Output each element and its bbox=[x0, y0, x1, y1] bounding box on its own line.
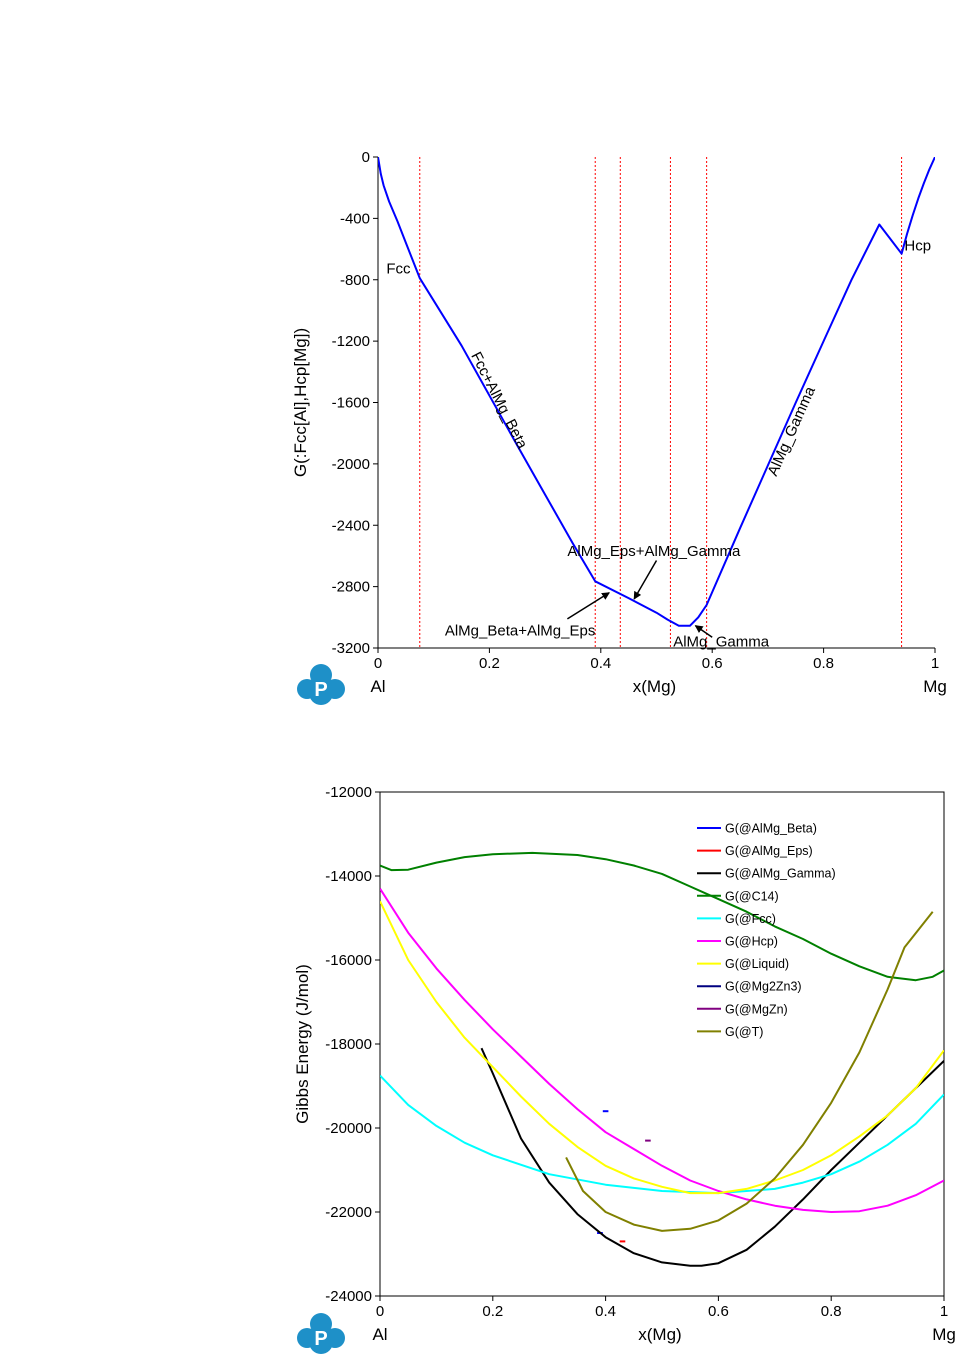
x-tick-label: 0.6 bbox=[708, 1303, 729, 1320]
logo-top: P bbox=[297, 664, 345, 705]
y-tick-label: 0 bbox=[362, 149, 370, 166]
series-line bbox=[380, 888, 944, 1213]
x-tick-label: 0.8 bbox=[813, 655, 834, 672]
x-tick-label: 0.4 bbox=[590, 655, 611, 672]
x-tick-label: 0.2 bbox=[482, 1303, 503, 1320]
svg-text:P: P bbox=[314, 1328, 327, 1350]
region-label: Hcp bbox=[904, 238, 931, 255]
legend-label: G(@Fcc) bbox=[725, 912, 776, 926]
legend-label: G(@MgZn) bbox=[725, 1002, 788, 1016]
plot-frame bbox=[379, 791, 945, 1297]
legend: G(@AlMg_Beta) G(@AlMg_Eps) G(@AlMg_Gamma) G… bbox=[697, 822, 836, 1039]
series-line bbox=[380, 851, 944, 982]
region-label: Fcc+AlMg_Beta bbox=[467, 349, 531, 452]
x-end-label-left: Al bbox=[370, 677, 385, 696]
series-line bbox=[480, 1047, 944, 1267]
series-line bbox=[380, 900, 944, 1195]
annotation-label: AlMg_Beta+AlMg_Eps bbox=[445, 623, 595, 640]
y-tick-label: -1600 bbox=[332, 395, 370, 412]
annotation-arrow bbox=[566, 592, 611, 620]
y-tick-label: -3200 bbox=[332, 640, 370, 657]
region-label: AlMg_Gamma bbox=[764, 384, 819, 479]
annotation-label: AlMg_Eps+AlMg_Gamma bbox=[567, 543, 741, 560]
x-tick-label: 0 bbox=[374, 655, 382, 672]
logo-bottom: P bbox=[297, 1313, 345, 1354]
y-tick-label: -16000 bbox=[325, 952, 372, 969]
y-axis-title: G(:Fcc[Al],Hcp[Mg]) bbox=[291, 328, 310, 477]
y-tick-label: -12000 bbox=[325, 784, 372, 801]
x-axis-title: x(Mg) bbox=[633, 677, 676, 696]
annotation-label: AlMg_Gamma bbox=[673, 633, 770, 650]
x-tick-label: 0.4 bbox=[595, 1303, 616, 1320]
series-line bbox=[380, 1074, 944, 1195]
y-tick-label: -22000 bbox=[325, 1204, 372, 1221]
y-tick-label: -1200 bbox=[332, 333, 370, 350]
y-tick-label: -800 bbox=[340, 272, 370, 289]
y-axis-title: Gibbs Energy (J/mol) bbox=[293, 964, 312, 1124]
y-tick-label: -400 bbox=[340, 210, 370, 227]
legend-label: G(@AlMg_Gamma) bbox=[725, 867, 836, 881]
y-tick-label: -24000 bbox=[325, 1288, 372, 1305]
x-end-label-right: Mg bbox=[923, 677, 947, 696]
series-group bbox=[378, 157, 935, 627]
legend-label: G(@AlMg_Eps) bbox=[725, 844, 813, 858]
legend-label: G(@Hcp) bbox=[725, 935, 778, 949]
annotation-arrow bbox=[633, 560, 658, 600]
annotation-arrow bbox=[694, 625, 713, 638]
legend-label: G(@Mg2Zn3) bbox=[725, 980, 802, 994]
series-line bbox=[378, 157, 935, 627]
x-end-label-left: Al bbox=[372, 1325, 387, 1344]
chart-top: 0-400-800-1200-1600-2000-2400-2800-32000… bbox=[291, 149, 947, 696]
x-tick-label: 0 bbox=[376, 1303, 384, 1320]
region-label: Fcc bbox=[386, 261, 411, 278]
legend-label: G(@AlMg_Beta) bbox=[725, 822, 817, 836]
x-tick-label: 0.2 bbox=[479, 655, 500, 672]
legend-label: G(@Liquid) bbox=[725, 957, 789, 971]
x-tick-label: 1 bbox=[940, 1303, 948, 1320]
legend-label: G(@T) bbox=[725, 1025, 763, 1039]
y-tick-label: -2000 bbox=[332, 456, 370, 473]
y-tick-label: -2800 bbox=[332, 579, 370, 596]
y-tick-label: -2400 bbox=[332, 517, 370, 534]
x-axis-title: x(Mg) bbox=[638, 1325, 681, 1344]
y-tick-label: -14000 bbox=[325, 868, 372, 885]
y-tick-label: -20000 bbox=[325, 1120, 372, 1137]
series-line bbox=[565, 911, 934, 1232]
x-tick-label: 0.8 bbox=[821, 1303, 842, 1320]
x-tick-label: 1 bbox=[931, 655, 939, 672]
x-tick-label: 0.6 bbox=[702, 655, 723, 672]
chart-bottom: -12000 -14000 -16000 -18000 -20000 -22000 -240… bbox=[293, 784, 956, 1344]
legend-label: G(@C14) bbox=[725, 889, 779, 903]
svg-text:P: P bbox=[314, 679, 327, 701]
y-tick-label: -18000 bbox=[325, 1036, 372, 1053]
series-group bbox=[380, 851, 944, 1267]
x-end-label-right: Mg bbox=[932, 1325, 956, 1344]
